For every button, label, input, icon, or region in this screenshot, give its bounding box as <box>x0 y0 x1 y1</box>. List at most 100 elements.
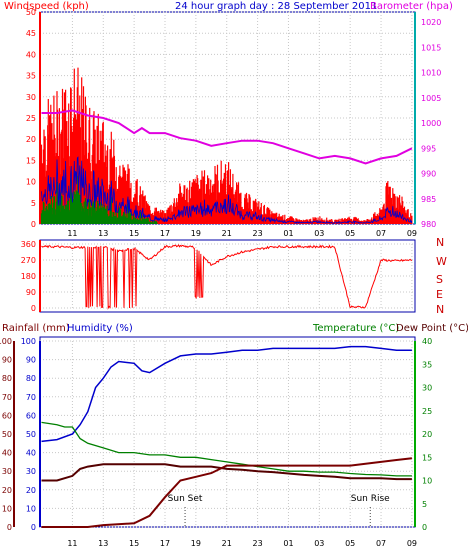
wind-time-label: 23 <box>252 229 262 238</box>
temperature-tick-label: 30 <box>422 384 432 393</box>
temp-time-label: 21 <box>222 539 232 548</box>
wind-time-label: 03 <box>314 229 324 238</box>
windspeed-min-series <box>40 175 158 224</box>
temp-time-label: 19 <box>191 539 201 548</box>
wind-tick-label: 50 <box>26 8 36 17</box>
wind-tick-label: 15 <box>26 156 36 165</box>
wind-time-label: 21 <box>222 229 232 238</box>
rain-tick-label: 20 <box>2 486 12 495</box>
wind-tick-label: 10 <box>26 178 36 187</box>
direction-compass-label: N <box>436 236 444 249</box>
wind-time-label: 13 <box>98 229 108 238</box>
wind-tick-label: 5 <box>31 199 36 208</box>
temperature-axis-title: Temperature (°C) <box>312 323 399 334</box>
rain-tick-label: 90 <box>2 356 12 365</box>
rain-tick-label: 50 <box>2 430 12 439</box>
sun-event-label: Sun Rise <box>351 494 390 504</box>
humidity-tick-label: 50 <box>26 430 36 439</box>
temperature-tick-label: 15 <box>422 453 432 462</box>
temp-time-label: 11 <box>67 539 77 548</box>
direction-tick-label: 360 <box>21 240 36 249</box>
temperature-tick-label: 10 <box>422 477 432 486</box>
direction-tick-label: 270 <box>21 256 36 265</box>
wind-tick-label: 40 <box>26 50 36 59</box>
temperature-series <box>41 421 412 477</box>
direction-tick-label: 0 <box>31 304 36 313</box>
humidity-tick-label: 90 <box>26 356 36 365</box>
sun-event-label: Sun Set <box>168 494 203 504</box>
humidity-tick-label: 70 <box>26 393 36 402</box>
wind-tick-label: 20 <box>26 135 36 144</box>
temperature-tick-label: 40 <box>422 337 432 346</box>
humidity-tick-label: 10 <box>26 504 36 513</box>
wind-direction-series <box>41 244 413 310</box>
rain-tick-label: 70 <box>2 393 12 402</box>
barometer-tick-label: 985 <box>421 195 436 204</box>
wind-tick-label: 25 <box>26 114 36 123</box>
temp-time-label: 01 <box>283 539 293 548</box>
temp-time-label: 13 <box>98 539 108 548</box>
temperature-tick-label: 0 <box>422 523 427 532</box>
barometer-tick-label: 1020 <box>421 18 441 27</box>
barometer-tick-label: 990 <box>421 170 436 179</box>
humidity-tick-label: 40 <box>26 449 36 458</box>
temp-time-label: 23 <box>252 539 262 548</box>
rain-tick-label: 80 <box>2 374 12 383</box>
windspeed-axis-title: Windspeed (kph) <box>4 1 89 12</box>
barometer-axis-title: Barometer (hpa) <box>370 1 453 12</box>
direction-tick-label: 180 <box>21 272 36 281</box>
temp-time-label: 09 <box>407 539 417 548</box>
direction-compass-label: E <box>436 288 443 301</box>
humidity-tick-label: 30 <box>26 467 36 476</box>
humidity-tick-label: 80 <box>26 374 36 383</box>
temperature-tick-label: 20 <box>422 430 432 439</box>
rain-tick-label: 40 <box>2 449 12 458</box>
windspeed-avg-series <box>41 156 413 225</box>
wind-tick-label: 35 <box>26 72 36 81</box>
wind-time-label: 01 <box>283 229 293 238</box>
wind-time-label: 19 <box>191 229 201 238</box>
temp-time-label: 03 <box>314 539 324 548</box>
wind-tick-label: 0 <box>31 220 36 229</box>
wind-tick-label: 45 <box>26 29 36 38</box>
humidity-axis-title: Humidity (%) <box>67 323 133 334</box>
rain-tick-label: 10 <box>2 504 12 513</box>
temp-time-label: 17 <box>160 539 170 548</box>
temperature-tick-label: 5 <box>422 500 427 509</box>
direction-compass-label: N <box>436 303 444 316</box>
dewpoint-series <box>41 463 412 482</box>
chart-title: 24 hour graph day : 28 September 2011 <box>175 1 377 12</box>
windspeed-gust-series <box>40 67 413 224</box>
dewpoint-axis-title: Dew Point (°C) <box>396 323 468 334</box>
barometer-tick-label: 1005 <box>421 94 441 103</box>
temperature-tick-label: 35 <box>422 360 432 369</box>
temp-time-label: 15 <box>129 539 139 548</box>
barometer-tick-label: 995 <box>421 144 436 153</box>
temp-time-label: 07 <box>376 539 386 548</box>
rain-tick-label: 30 <box>2 467 12 476</box>
barometer-tick-label: 980 <box>421 220 436 229</box>
rain-tick-label: 0 <box>7 523 12 532</box>
direction-compass-label: W <box>436 255 447 268</box>
temp-time-label: 05 <box>345 539 355 548</box>
wind-time-label: 11 <box>67 229 77 238</box>
wind-tick-label: 30 <box>26 93 36 102</box>
wind-time-label: 07 <box>376 229 386 238</box>
rain-tick-label: 60 <box>2 411 12 420</box>
temperature-tick-label: 25 <box>422 407 432 416</box>
humidity-tick-label: 60 <box>26 411 36 420</box>
humidity-series <box>41 345 412 443</box>
barometer-tick-label: 1015 <box>421 43 441 52</box>
wind-time-label: 15 <box>129 229 139 238</box>
wind-time-label: 09 <box>407 229 417 238</box>
rainfall-series <box>41 457 413 528</box>
barometer-tick-label: 1000 <box>421 119 441 128</box>
barometer-tick-label: 1010 <box>421 69 441 78</box>
wind-time-label: 05 <box>345 229 355 238</box>
barometer-series <box>41 109 413 165</box>
rain-tick-label: 100 <box>0 337 12 346</box>
wind-time-label: 17 <box>160 229 170 238</box>
humidity-tick-label: 100 <box>21 337 36 346</box>
direction-compass-label: S <box>436 273 443 286</box>
